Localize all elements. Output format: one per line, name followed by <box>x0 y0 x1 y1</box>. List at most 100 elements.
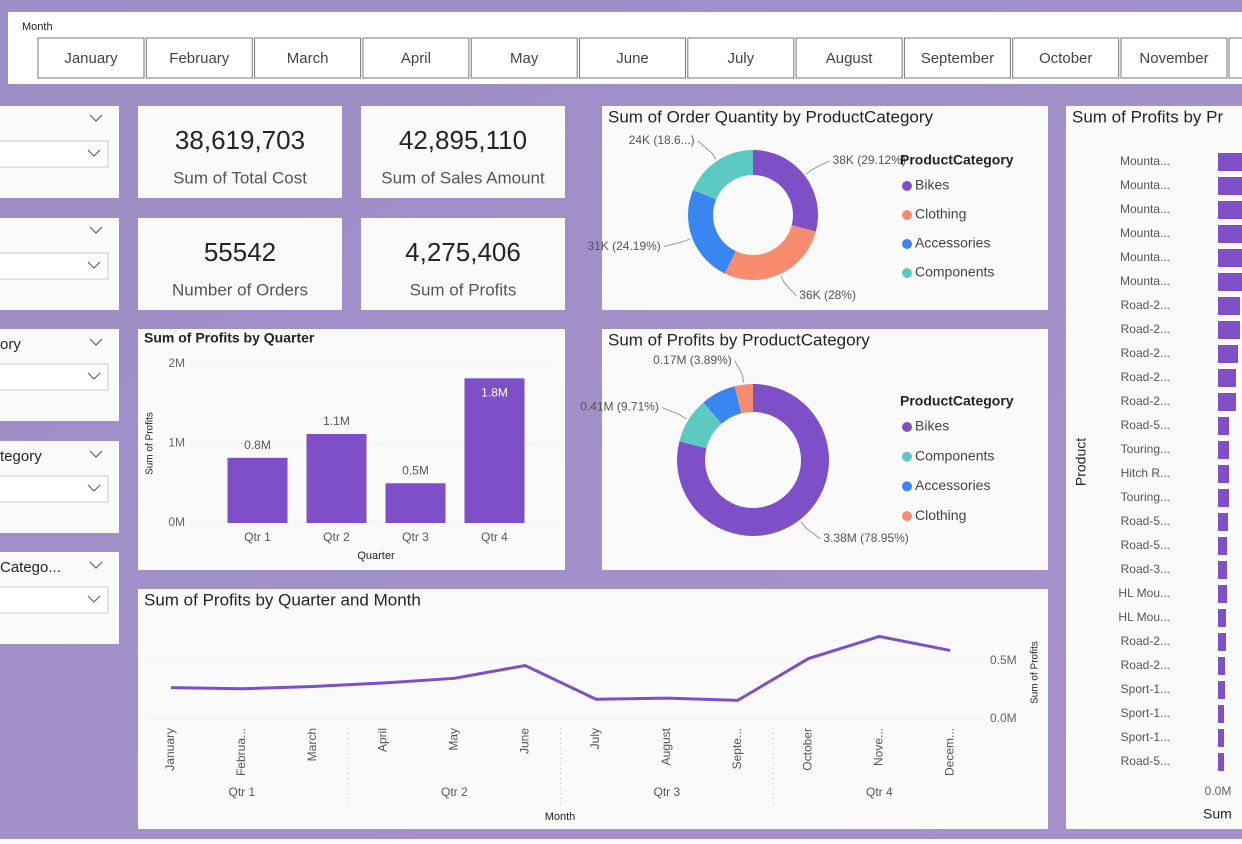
legend-marker <box>902 268 912 278</box>
data-label: 1.1M <box>323 414 350 428</box>
bar <box>1218 225 1242 243</box>
y-tick-label: Road-2... <box>1121 346 1170 360</box>
month-button-label: September <box>921 50 994 67</box>
group-label: Qtr 3 <box>654 785 681 799</box>
chart-title: Sum of Profits by Pr <box>1072 107 1223 126</box>
x-axis-label: Sum <box>1203 806 1232 822</box>
x-tick-label: Septe... <box>730 728 744 769</box>
bar <box>1218 249 1242 267</box>
y-tick-label: 2M <box>168 356 185 370</box>
slicer-dropdown[interactable] <box>0 363 109 391</box>
month-button-label: November <box>1139 50 1208 67</box>
month-button[interactable] <box>579 37 686 79</box>
bar <box>1218 681 1225 699</box>
legend-title: ProductCategory <box>900 393 1014 409</box>
y-tick-label: Road-5... <box>1121 514 1170 528</box>
data-label: 3.38M (78.95%) <box>823 531 908 545</box>
chart-title: Sum of Profits by Quarter <box>144 330 315 346</box>
bar <box>1218 393 1236 411</box>
month-button[interactable] <box>903 37 1011 79</box>
month-button[interactable] <box>254 37 362 79</box>
x-tick-label: April <box>376 728 390 752</box>
month-button-label: October <box>1039 50 1092 67</box>
y-tick-label: Mounta... <box>1120 202 1170 216</box>
leader-line <box>780 275 797 297</box>
y-axis-label: Sum of Profits <box>1030 641 1041 704</box>
bar <box>1218 417 1229 435</box>
chart-title: Sum of Profits by ProductCategory <box>608 330 870 349</box>
legend-label: Accessories <box>915 477 990 493</box>
legend-label: Components <box>915 447 994 463</box>
slicer-title: tegory <box>0 448 42 465</box>
x-tick-label: May <box>447 728 461 751</box>
y-tick-label: Touring... <box>1121 490 1170 504</box>
month-button[interactable] <box>687 37 795 79</box>
leader-line <box>661 406 687 420</box>
month-button-label: May <box>510 50 539 67</box>
slicer-title: ory <box>0 336 21 353</box>
legend-marker <box>902 511 912 522</box>
left-slicer-1 <box>0 106 119 198</box>
card <box>138 106 342 198</box>
x-tick-label: March <box>305 728 319 761</box>
month-button[interactable] <box>470 37 578 79</box>
x-tick-label: Decem... <box>942 728 956 776</box>
leader-line <box>697 140 717 160</box>
y-tick-label: Road-2... <box>1121 394 1170 408</box>
line-series <box>170 634 951 702</box>
legend-label: Components <box>915 264 994 280</box>
x-tick-label: Februa... <box>234 728 248 776</box>
bar <box>1218 465 1229 483</box>
donut-slice <box>693 150 753 200</box>
x-tick-label: 0.0M <box>1205 784 1232 798</box>
slicer-dropdown[interactable] <box>0 475 109 503</box>
y-tick-label: Mounta... <box>1120 154 1170 168</box>
month-button[interactable] <box>145 37 253 79</box>
data-label: 0.41M (9.71%) <box>580 400 659 414</box>
month-button-label: March <box>287 50 329 67</box>
slicer-title: Catego... <box>0 559 61 576</box>
x-axis-label: Month <box>545 811 576 823</box>
y-tick-label: Mounta... <box>1120 250 1170 264</box>
month-slicer-title: Month <box>22 21 53 33</box>
bar <box>227 457 288 523</box>
month-button[interactable] <box>1228 37 1242 79</box>
month-button-label: January <box>64 50 118 67</box>
bar <box>1218 753 1224 771</box>
month-button-label: February <box>169 50 230 67</box>
y-tick-label: 0M <box>168 515 185 529</box>
bar <box>1218 297 1240 315</box>
month-button[interactable] <box>1012 37 1120 79</box>
x-tick-label: Qtr 3 <box>402 530 429 544</box>
bar <box>306 433 367 523</box>
card <box>361 106 565 198</box>
card-value: 4,275,406 <box>405 237 521 267</box>
card <box>138 218 342 310</box>
month-button[interactable] <box>362 37 470 79</box>
month-button[interactable] <box>1120 37 1228 79</box>
leader-line <box>800 521 821 540</box>
bar <box>1218 153 1242 171</box>
bar <box>1218 705 1224 723</box>
bar <box>1218 729 1224 747</box>
y-tick-label: Road-5... <box>1121 754 1170 768</box>
y-tick-label: HL Mou... <box>1118 586 1170 600</box>
x-tick-label: Qtr 1 <box>244 530 271 544</box>
month-button-label: June <box>616 50 649 67</box>
card-label: Sum of Total Cost <box>173 168 307 187</box>
group-label: Qtr 2 <box>441 785 468 799</box>
slicer-dropdown[interactable] <box>0 586 109 614</box>
month-button[interactable] <box>795 37 903 79</box>
data-label: 36K (28%) <box>799 288 856 302</box>
left-slicer-2 <box>0 218 119 310</box>
month-button[interactable] <box>37 37 145 79</box>
legend-marker <box>902 481 912 492</box>
chart-panel <box>602 106 1048 310</box>
month-button-label: August <box>826 50 874 67</box>
group-label: Qtr 1 <box>229 785 256 799</box>
y-tick-label: Mounta... <box>1120 274 1170 288</box>
data-label: 31K (24.19%) <box>587 239 660 253</box>
chart-title: Sum of Order Quantity by ProductCategory <box>608 107 934 126</box>
bar <box>1218 273 1242 291</box>
y-tick-label: 0.5M <box>990 653 1017 667</box>
